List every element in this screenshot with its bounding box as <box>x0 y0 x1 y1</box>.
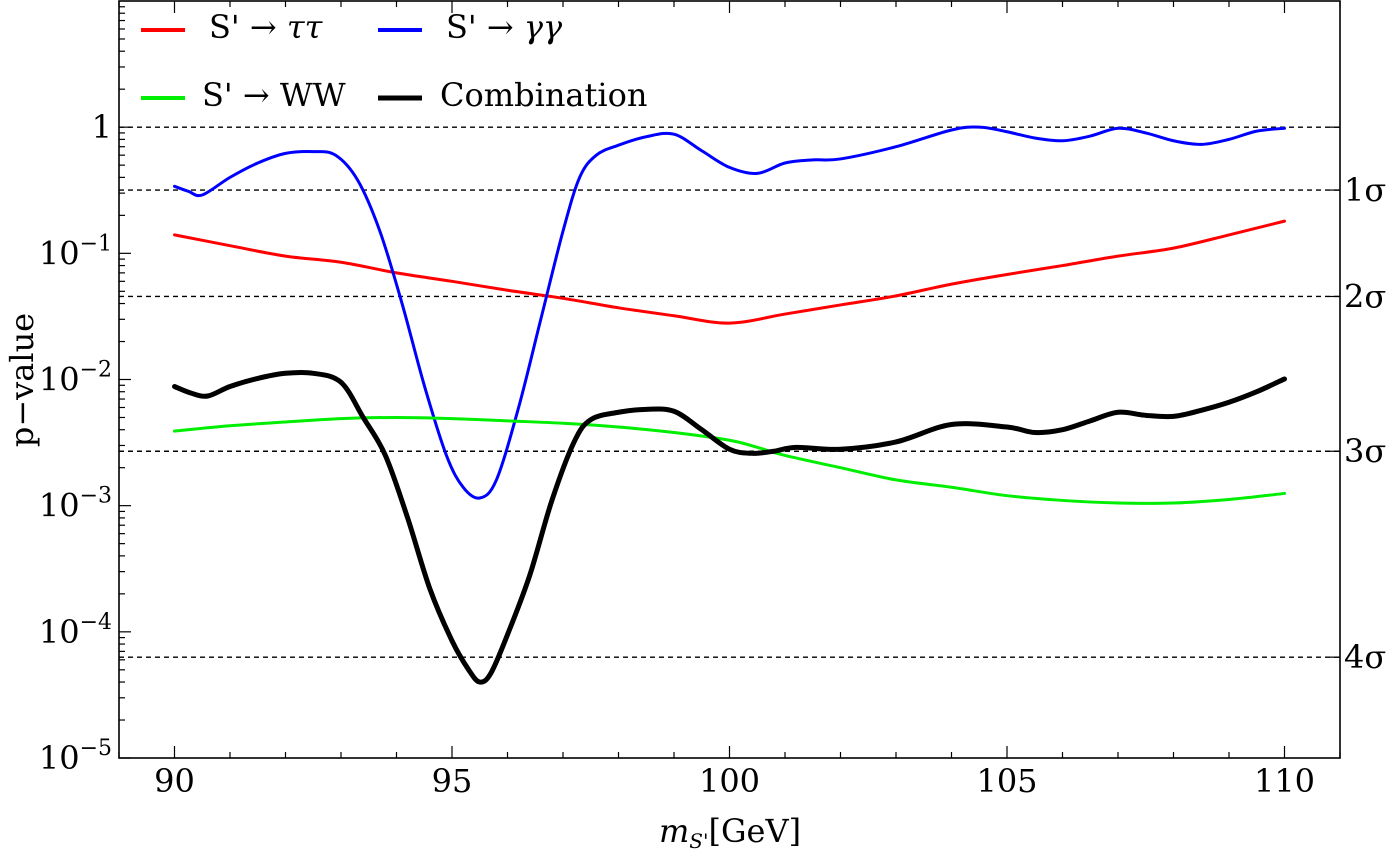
legend-item-tautau: S' → ττ <box>141 8 324 46</box>
x-axis-label: mS'[GeV] <box>659 812 801 851</box>
plot-frame <box>118 0 1341 759</box>
series-combination-line <box>172 369 1287 685</box>
sigma-label: 1σ <box>1344 171 1386 209</box>
y-tick-label: 10−4 <box>39 610 112 651</box>
y-tick-label: 1 <box>92 108 112 146</box>
legend-item-ww: S' → WW <box>141 76 346 114</box>
y-axis-label: p−value <box>3 313 41 447</box>
series-ww-line <box>173 415 1286 505</box>
legend-item-gammagamma: S' → γγ <box>378 8 563 46</box>
x-axis-label-subscript: S' <box>689 829 708 851</box>
x-tick-label: 90 <box>154 762 195 800</box>
y-tick-label: 10−3 <box>39 484 112 525</box>
series-gammagamma-line <box>173 125 1286 500</box>
significance-reference-lines: 1σ 2σ 3σ 4σ <box>119 126 1386 676</box>
x-tick-label: 110 <box>1254 762 1315 800</box>
sigma-label: 3σ <box>1344 432 1386 470</box>
x-tick-label: 95 <box>432 762 473 800</box>
legend-label: S' → ττ <box>209 8 324 46</box>
x-axis: 90 95 100 105 110 <box>118 1 1341 800</box>
legend-item-combination: Combination <box>378 76 647 114</box>
series-tautau-line <box>173 219 1286 325</box>
x-axis-label-main: m <box>659 812 689 850</box>
data-series <box>172 125 1287 685</box>
sigma-label: 2σ <box>1344 277 1386 315</box>
sigma-label: 4σ <box>1344 638 1386 676</box>
y-tick-label: 10−2 <box>39 358 112 399</box>
x-tick-label: 105 <box>976 762 1037 800</box>
y-tick-label: 10−5 <box>39 736 112 777</box>
y-tick-label: 10−1 <box>39 231 112 272</box>
legend-label: Combination <box>440 76 647 114</box>
x-tick-label: 100 <box>699 762 760 800</box>
x-axis-label-unit: [GeV] <box>708 812 801 850</box>
y-axis: 1 10−1 10−2 10−3 10−4 10−5 <box>39 6 131 777</box>
legend-label: S' → WW <box>202 76 346 114</box>
legend: S' → ττ S' → γγ S' → WW Combination <box>141 8 647 114</box>
legend-label: S' → γγ <box>446 8 563 46</box>
